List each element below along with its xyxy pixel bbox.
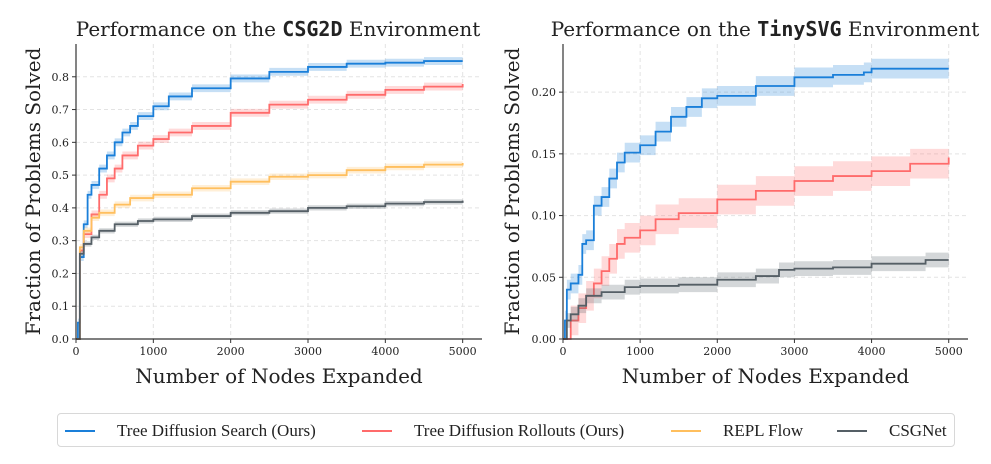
chart-title: Performance on the TinySVG Environment (551, 17, 980, 41)
legend-swatch (671, 430, 701, 432)
chart-csg2d: 0 1000 2000 3000 4000 5000 0.0 0.1 0.2 0.3 0.4 0.5 0… (21, 17, 482, 388)
chart-tinysvg: 0 1000 2000 3000 4000 5000 0.00 0.05 0.10 0.15 0.2… (500, 17, 979, 388)
chart-figure: 0 1000 2000 3000 4000 5000 0.0 0.1 0.2 0.3 0.4 0.5 0… (21, 17, 979, 388)
legend-swatch (65, 430, 95, 432)
legend-label: Tree Diffusion Search (Ours) (117, 421, 316, 440)
legend-item-repl-flow: REPL Flow (671, 414, 803, 448)
y-tick-label: 0.05 (532, 271, 557, 284)
x-tick-label: 1000 (626, 345, 654, 358)
legend-item-tree-diffusion-rollouts: Tree Diffusion Rollouts (Ours) (362, 414, 624, 448)
confidence-band (76, 198, 463, 339)
x-tick-label: 2000 (217, 345, 245, 358)
series-line (76, 60, 463, 340)
y-axis-label: Fraction of Problems Solved (500, 47, 524, 335)
y-tick-label: 0.5 (52, 169, 70, 182)
x-tick-label: 5000 (935, 345, 963, 358)
title-prefix: Performance on the (76, 17, 283, 41)
y-axis-label: Fraction of Problems Solved (21, 47, 45, 335)
confidence-band (563, 252, 949, 339)
legend-swatch (837, 430, 867, 432)
x-tick-label: 3000 (780, 345, 808, 358)
x-tick-label: 1000 (139, 345, 167, 358)
legend-item-csgnet: CSGNet (837, 414, 947, 448)
confidence-band (76, 80, 463, 340)
x-axis-label: Number of Nodes Expanded (622, 364, 910, 388)
title-suffix: Environment (343, 17, 481, 41)
series-line (76, 162, 464, 340)
x-tick-label: 0 (560, 345, 567, 358)
y-tick-label: 0.4 (52, 202, 70, 215)
legend-swatch (362, 430, 392, 432)
y-tick-label: 0.6 (52, 136, 70, 149)
title-environment: CSG2D (282, 17, 342, 41)
y-tick-label: 0.00 (532, 333, 557, 346)
confidence-band (76, 159, 463, 339)
y-tick-label: 0.20 (532, 86, 557, 99)
title-prefix: Performance on the (551, 17, 758, 41)
x-axis-label: Number of Nodes Expanded (135, 364, 423, 388)
x-tick-label: 0 (73, 345, 80, 358)
series-line (563, 67, 949, 340)
chart-title: Performance on the CSG2D Environment (76, 17, 480, 41)
y-tick-label: 0.8 (52, 71, 70, 84)
legend-label: CSGNet (889, 421, 947, 440)
x-tick-label: 5000 (449, 345, 477, 358)
x-tick-label: 4000 (371, 345, 399, 358)
title-environment: TinySVG (757, 17, 841, 41)
y-tick-label: 0.1 (52, 300, 70, 313)
legend-item-tree-diffusion-search: Tree Diffusion Search (Ours) (65, 414, 316, 448)
y-tick-label: 0.7 (52, 104, 70, 117)
x-tick-label: 4000 (858, 345, 886, 358)
y-tick-label: 0.2 (52, 267, 70, 280)
legend: Tree Diffusion Search (Ours) Tree Diffus… (57, 413, 955, 447)
y-tick-label: 0.3 (52, 235, 70, 248)
confidence-band (563, 58, 949, 340)
y-tick-label: 0.15 (532, 148, 557, 161)
legend-label: REPL Flow (723, 421, 804, 440)
series-line (76, 200, 464, 340)
y-tick-label: 0.0 (52, 333, 70, 346)
x-tick-label: 2000 (703, 345, 731, 358)
legend-label: Tree Diffusion Rollouts (Ours) (414, 421, 625, 440)
series-line (563, 259, 949, 340)
confidence-band (563, 142, 949, 339)
series-line (76, 83, 464, 340)
y-tick-label: 0.10 (532, 210, 557, 223)
x-tick-label: 3000 (294, 345, 322, 358)
title-suffix: Environment (842, 17, 980, 41)
